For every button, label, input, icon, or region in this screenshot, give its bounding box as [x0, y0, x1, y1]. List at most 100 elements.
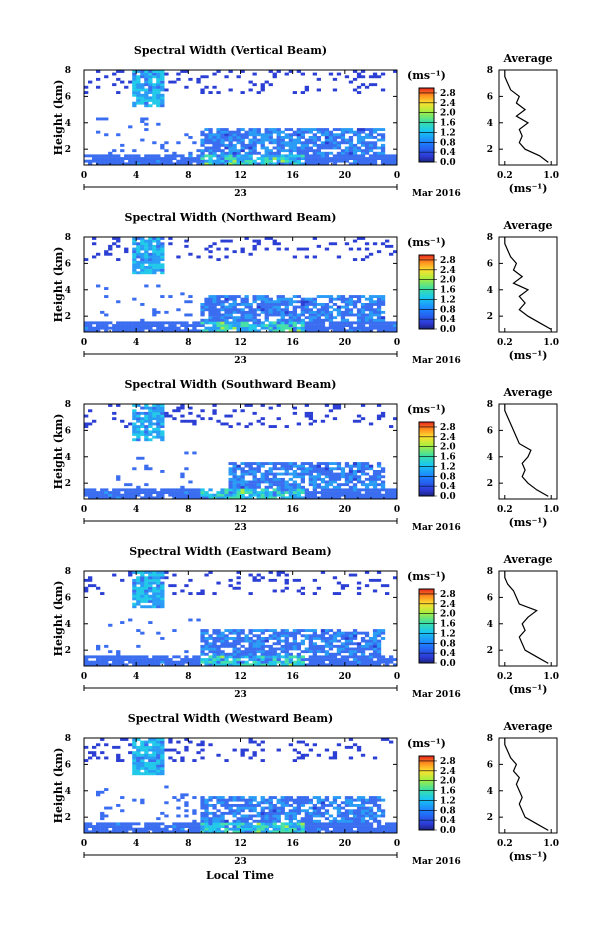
colorbar-tick-label: 2.4 — [440, 266, 456, 276]
x-tick-label: 12 — [234, 171, 247, 181]
heatmap-field — [84, 738, 398, 834]
y-axis-label: Height (km) — [52, 80, 65, 156]
colorbar-tick-label: 0.0 — [440, 826, 456, 836]
average-profile-line — [504, 404, 549, 497]
date-month-label: Mar 2016 — [412, 356, 461, 366]
average-title: Average — [502, 52, 552, 65]
average-x-label: (ms⁻¹) — [509, 516, 548, 529]
average-x-label: (ms⁻¹) — [509, 683, 548, 696]
colorbar-tick-label: 2.4 — [440, 767, 456, 777]
average-y-tick-label: 6 — [487, 259, 493, 269]
average-y-tick-label: 6 — [487, 593, 493, 603]
y-axis-label: Height (km) — [52, 748, 65, 824]
x-tick-label: 16 — [286, 338, 299, 348]
x-tick-label: 16 — [286, 505, 299, 515]
average-profile-line — [504, 738, 549, 831]
x-tick-label: 4 — [133, 672, 139, 682]
date-day-label: 23 — [234, 523, 247, 533]
colorbar — [418, 254, 435, 330]
average-x-tick-label: 0.2 — [497, 338, 513, 348]
y-tick-label: 2 — [65, 813, 71, 823]
colorbar-tick-label: 2.0 — [440, 443, 456, 453]
average-x-label: (ms⁻¹) — [509, 850, 548, 863]
x-tick-label: 0 — [394, 171, 400, 181]
average-y-tick-label: 6 — [487, 92, 493, 102]
average-x-tick-label: 1.0 — [543, 171, 559, 181]
average-frame — [498, 570, 558, 667]
colorbar-unit: (ms⁻¹) — [407, 737, 446, 750]
x-tick-label: 20 — [339, 839, 352, 849]
colorbar-tick-label: 1.2 — [440, 629, 456, 639]
x-tick-label: 12 — [234, 505, 247, 515]
y-tick-label: 8 — [65, 233, 71, 243]
average-y-tick-label: 4 — [487, 286, 493, 296]
average-x-label: (ms⁻¹) — [509, 182, 548, 195]
colorbar-tick-label: 0.0 — [440, 158, 456, 168]
colorbar-unit: (ms⁻¹) — [407, 69, 446, 82]
colorbar — [418, 421, 435, 497]
average-title: Average — [502, 386, 552, 399]
colorbar-tick-label: 0.4 — [440, 816, 456, 826]
colorbar-tick-label: 0.0 — [440, 325, 456, 335]
colorbar-tick-label: 0.8 — [440, 806, 456, 816]
panel-title: Spectral Width (Northward Beam) — [125, 211, 337, 224]
date-month-label: Mar 2016 — [412, 690, 461, 700]
date-day-label: 23 — [234, 857, 247, 867]
colorbar-unit: (ms⁻¹) — [407, 236, 446, 249]
x-tick-label: 4 — [133, 338, 139, 348]
average-y-tick-label: 2 — [487, 145, 493, 155]
date-month-label: Mar 2016 — [412, 189, 461, 199]
panel-title: Spectral Width (Westward Beam) — [128, 712, 333, 725]
colorbar-tick-label: 2.8 — [440, 423, 456, 433]
colorbar-tick-label: 2.8 — [440, 256, 456, 266]
colorbar-tick-label: 0.8 — [440, 472, 456, 482]
x-tick-label: 0 — [81, 672, 87, 682]
y-tick-label: 4 — [65, 286, 71, 296]
panel-4: Spectral Width (Eastward Beam)2468Height… — [52, 545, 559, 700]
panel-1: Spectral Width (Vertical Beam)2468Height… — [52, 44, 559, 199]
x-tick-label: 16 — [286, 839, 299, 849]
colorbar-tick-label: 1.6 — [440, 286, 456, 296]
colorbar-unit: (ms⁻¹) — [407, 570, 446, 583]
y-tick-label: 8 — [65, 734, 71, 744]
average-frame — [498, 737, 558, 834]
y-tick-label: 8 — [65, 66, 71, 76]
x-tick-label: 0 — [394, 839, 400, 849]
average-y-tick-label: 4 — [487, 453, 493, 463]
average-y-tick-label: 8 — [487, 66, 493, 76]
y-tick-label: 4 — [65, 453, 71, 463]
heatmap-field — [84, 571, 398, 667]
average-title: Average — [502, 553, 552, 566]
heatmap-field — [84, 70, 398, 166]
x-tick-label: 12 — [234, 839, 247, 849]
average-y-tick-label: 4 — [487, 787, 493, 797]
heatmap-field — [84, 237, 398, 333]
x-tick-label: 16 — [286, 171, 299, 181]
average-frame — [498, 236, 558, 333]
y-axis-label: Height (km) — [52, 581, 65, 657]
average-x-tick-label: 1.0 — [543, 839, 559, 849]
x-tick-label: 12 — [234, 672, 247, 682]
date-month-label: Mar 2016 — [412, 523, 461, 533]
y-tick-label: 4 — [65, 620, 71, 630]
colorbar-tick-label: 1.2 — [440, 462, 456, 472]
colorbar-tick-label: 0.4 — [440, 482, 456, 492]
x-tick-label: 4 — [133, 171, 139, 181]
colorbar — [418, 588, 435, 664]
colorbar-tick-label: 1.2 — [440, 796, 456, 806]
average-y-tick-label: 8 — [487, 400, 493, 410]
x-tick-label: 8 — [185, 338, 191, 348]
average-y-tick-label: 2 — [487, 813, 493, 823]
x-tick-label: 0 — [81, 338, 87, 348]
average-y-tick-label: 8 — [487, 567, 493, 577]
y-tick-label: 8 — [65, 567, 71, 577]
colorbar-unit: (ms⁻¹) — [407, 403, 446, 416]
colorbar-tick-label: 0.8 — [440, 138, 456, 148]
average-profile-line — [504, 571, 549, 664]
panel-2: Spectral Width (Northward Beam)2468Heigh… — [52, 211, 559, 366]
colorbar-tick-label: 0.8 — [440, 305, 456, 315]
date-day-label: 23 — [234, 690, 247, 700]
colorbar-tick-label: 2.0 — [440, 610, 456, 620]
colorbar-tick-label: 2.8 — [440, 590, 456, 600]
